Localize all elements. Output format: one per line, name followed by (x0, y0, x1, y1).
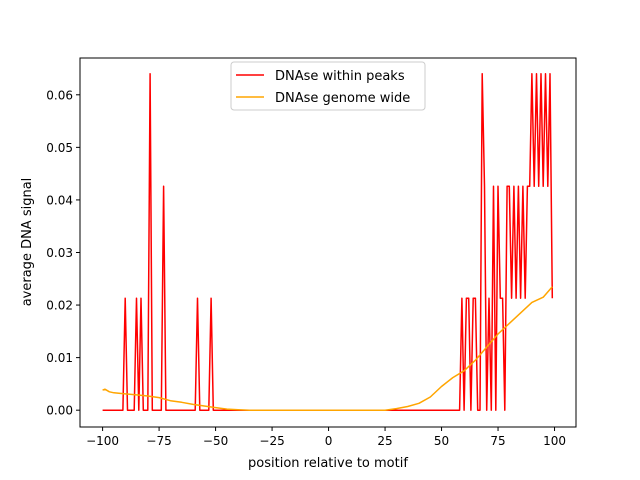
legend-label-genome: DNAse genome wide (275, 91, 410, 106)
series-layer (102, 73, 554, 411)
y-tick-label: 0.03 (46, 246, 73, 260)
x-tick-label: 0 (325, 434, 333, 448)
x-tick-label: −75 (146, 434, 171, 448)
y-tick-label: 0.05 (46, 141, 73, 155)
y-axis-label: average DNA signal (20, 178, 35, 307)
x-axis-label: position relative to motif (248, 456, 408, 471)
x-tick-label: −25 (259, 434, 284, 448)
series-line-dnase-genome-wide (102, 286, 553, 411)
x-tick-label: −50 (203, 434, 228, 448)
legend-box (230, 61, 426, 111)
x-tick-label: 100 (543, 434, 566, 448)
y-tick-label: 0.02 (46, 299, 73, 313)
legend-label-peaks: DNAse within peaks (275, 69, 405, 84)
y-tick-label: 0.04 (46, 193, 73, 207)
x-tick-label: 75 (490, 434, 505, 448)
x-tick-label: −100 (86, 434, 119, 448)
y-tick-label: 0.00 (46, 404, 73, 418)
x-axis: −100 −75 −50 −25 0 25 50 75 100 (86, 427, 566, 448)
y-axis: 0.00 0.01 0.02 0.03 0.04 0.05 0.06 (46, 88, 80, 418)
y-tick-label: 0.06 (46, 88, 73, 102)
plot-frame (79, 57, 577, 428)
x-tick-label: 50 (434, 434, 449, 448)
legend: DNAse within peaks DNAse genome wide (230, 61, 426, 111)
x-tick-label: 25 (377, 434, 392, 448)
y-tick-label: 0.01 (46, 351, 73, 365)
